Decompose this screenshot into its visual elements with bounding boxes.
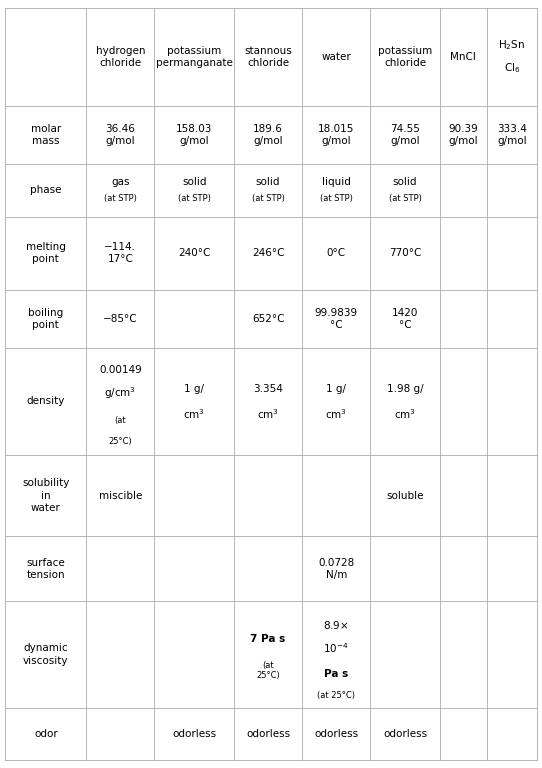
Text: 7 Pa s: 7 Pa s bbox=[250, 634, 286, 644]
Text: (at STP): (at STP) bbox=[389, 194, 421, 204]
Text: stannous
chloride: stannous chloride bbox=[244, 45, 292, 68]
Text: 652°C: 652°C bbox=[252, 314, 285, 324]
Text: odorless: odorless bbox=[172, 729, 216, 739]
Text: 74.55
g/mol: 74.55 g/mol bbox=[390, 124, 420, 146]
Text: (at STP): (at STP) bbox=[251, 194, 285, 204]
Text: 770°C: 770°C bbox=[389, 248, 421, 258]
Text: melting
point: melting point bbox=[26, 242, 66, 264]
Text: density: density bbox=[27, 396, 65, 406]
Text: Pa s: Pa s bbox=[324, 669, 349, 679]
Text: odor: odor bbox=[34, 729, 57, 739]
Text: −114.
17°C: −114. 17°C bbox=[104, 242, 136, 264]
Text: 36.46
g/mol: 36.46 g/mol bbox=[105, 124, 136, 146]
Text: solid: solid bbox=[182, 177, 207, 187]
Text: 0.00149: 0.00149 bbox=[99, 365, 141, 375]
Text: (at 25°C): (at 25°C) bbox=[317, 690, 355, 700]
Text: 158.03
g/mol: 158.03 g/mol bbox=[176, 124, 212, 146]
Text: potassium
permanganate: potassium permanganate bbox=[156, 45, 233, 68]
Text: soluble: soluble bbox=[386, 491, 424, 501]
Text: miscible: miscible bbox=[99, 491, 142, 501]
Text: 3.354: 3.354 bbox=[253, 384, 283, 394]
Text: −85°C: −85°C bbox=[103, 314, 138, 324]
Text: 0°C: 0°C bbox=[327, 248, 346, 258]
Text: 246°C: 246°C bbox=[252, 248, 285, 258]
Text: MnCl: MnCl bbox=[450, 51, 476, 61]
Text: 189.6
g/mol: 189.6 g/mol bbox=[253, 124, 283, 146]
Text: odorless: odorless bbox=[314, 729, 358, 739]
Text: cm$^3$: cm$^3$ bbox=[183, 407, 205, 421]
Text: gas: gas bbox=[111, 177, 130, 187]
Text: 240°C: 240°C bbox=[178, 248, 210, 258]
Text: phase: phase bbox=[30, 185, 62, 195]
Text: molar
mass: molar mass bbox=[31, 124, 61, 146]
Text: surface
tension: surface tension bbox=[27, 558, 65, 580]
Text: 99.9839
°C: 99.9839 °C bbox=[315, 308, 358, 330]
Text: water: water bbox=[321, 51, 351, 61]
Text: Cl$_6$: Cl$_6$ bbox=[504, 61, 520, 75]
Text: $10^{-4}$: $10^{-4}$ bbox=[324, 641, 349, 655]
Text: (at STP): (at STP) bbox=[320, 194, 353, 204]
Text: dynamic
viscosity: dynamic viscosity bbox=[23, 644, 69, 666]
Text: solubility
in
water: solubility in water bbox=[22, 478, 69, 513]
Text: solid: solid bbox=[393, 177, 417, 187]
Text: g/cm$^3$: g/cm$^3$ bbox=[104, 385, 137, 401]
Text: 18.015
g/mol: 18.015 g/mol bbox=[318, 124, 354, 146]
Text: 8.9$\times$: 8.9$\times$ bbox=[324, 619, 349, 631]
Text: 1 g/: 1 g/ bbox=[326, 384, 346, 394]
Text: 1 g/: 1 g/ bbox=[184, 384, 204, 394]
Text: (at STP): (at STP) bbox=[104, 194, 137, 204]
Text: (at STP): (at STP) bbox=[178, 194, 211, 204]
Text: liquid: liquid bbox=[322, 177, 351, 187]
Text: (at
25°C): (at 25°C) bbox=[256, 661, 280, 680]
Text: 1420
°C: 1420 °C bbox=[392, 308, 418, 330]
Text: 0.0728
N/m: 0.0728 N/m bbox=[318, 558, 354, 580]
Text: 1.98 g/: 1.98 g/ bbox=[386, 384, 423, 394]
Text: odorless: odorless bbox=[383, 729, 427, 739]
Text: solid: solid bbox=[256, 177, 280, 187]
Text: H$_2$Sn: H$_2$Sn bbox=[498, 38, 525, 52]
Text: potassium
chloride: potassium chloride bbox=[378, 45, 432, 68]
Text: cm$^3$: cm$^3$ bbox=[325, 407, 347, 421]
Text: cm$^3$: cm$^3$ bbox=[394, 407, 416, 421]
Text: hydrogen
chloride: hydrogen chloride bbox=[95, 45, 145, 68]
Text: 25°C): 25°C) bbox=[108, 438, 132, 446]
Text: odorless: odorless bbox=[246, 729, 290, 739]
Text: 333.4
g/mol: 333.4 g/mol bbox=[497, 124, 527, 146]
Text: boiling
point: boiling point bbox=[28, 308, 63, 330]
Text: 90.39
g/mol: 90.39 g/mol bbox=[448, 124, 478, 146]
Text: cm$^3$: cm$^3$ bbox=[257, 407, 279, 421]
Text: (at: (at bbox=[114, 416, 126, 425]
